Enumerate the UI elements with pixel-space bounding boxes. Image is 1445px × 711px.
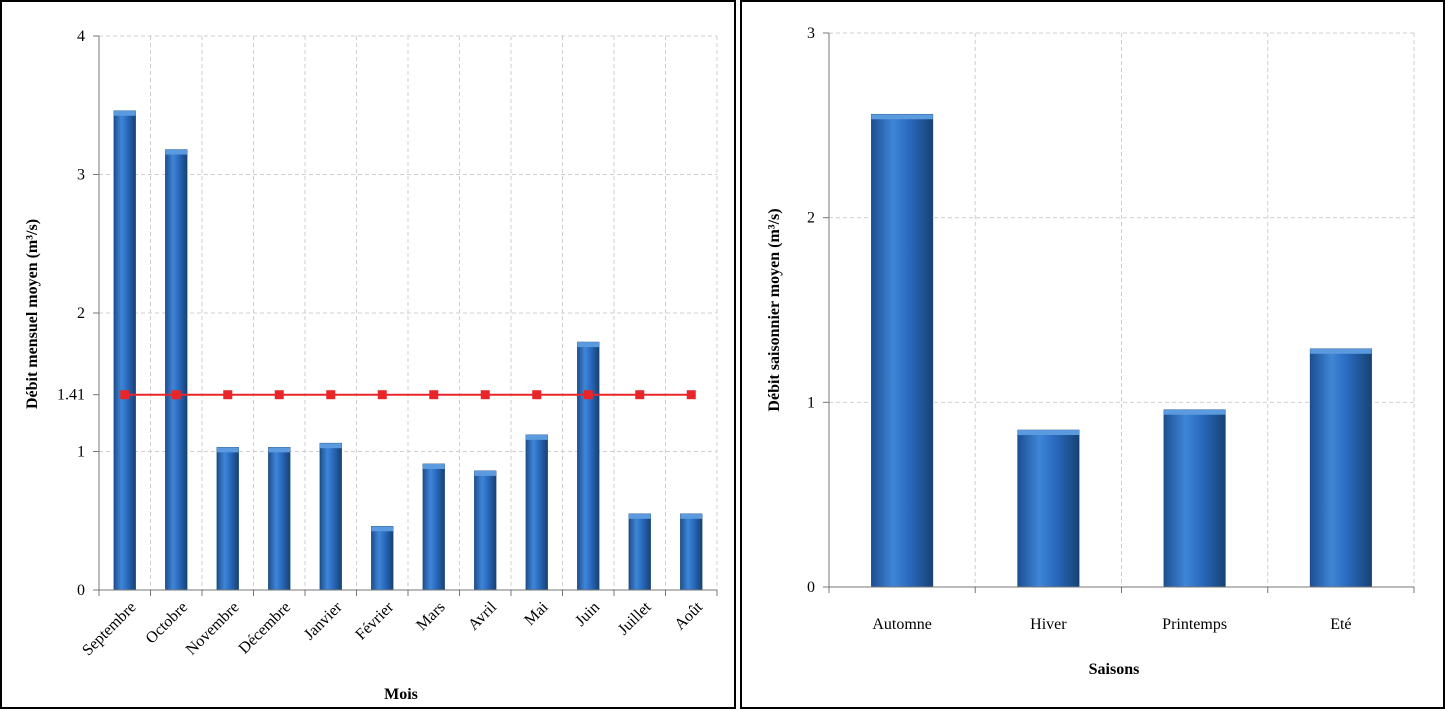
- x-tick-label: Eté: [1330, 616, 1351, 633]
- x-tick-label: Septembre: [79, 599, 139, 659]
- x-tick-label: Janvier: [301, 598, 346, 643]
- y-tick-label: 1: [807, 394, 815, 411]
- x-tick-label: Août: [671, 598, 706, 633]
- bar-body: [371, 525, 394, 591]
- bar-septembre: [113, 110, 136, 591]
- bar-top-highlight: [577, 342, 600, 348]
- bar-body: [871, 113, 934, 588]
- bar-décembre: [268, 447, 291, 591]
- bar-top-highlight: [525, 434, 548, 440]
- x-tick-label: Avril: [465, 598, 500, 633]
- mean-marker: [583, 390, 593, 400]
- bar-avril: [474, 470, 497, 591]
- x-tick-label: Juin: [572, 599, 603, 630]
- bar-novembre: [216, 447, 239, 591]
- bar-mai: [525, 434, 548, 591]
- bar-body: [1309, 348, 1372, 588]
- bar-top-highlight: [319, 443, 342, 449]
- y-tick-label: 2: [77, 305, 85, 322]
- y-tick-label: 3: [807, 25, 815, 42]
- y-tick-label: 1: [77, 444, 85, 461]
- bar-body: [268, 447, 291, 591]
- bar-février: [371, 525, 394, 591]
- y-tick-label: 0: [77, 582, 85, 599]
- x-tick-label: Juillet: [615, 598, 655, 638]
- bar-printemps: [1163, 409, 1226, 588]
- mean-marker: [326, 390, 336, 400]
- monthly-chart-panel: 0 1 1.41 2 3 4 Septembre Octobre Novembre Décembr…: [0, 0, 736, 709]
- bar-top-highlight: [474, 470, 497, 476]
- bar-hiver: [1017, 429, 1080, 588]
- mean-marker: [377, 390, 387, 400]
- bar-juillet: [628, 513, 651, 591]
- seasonal-chart-panel: 0 1 2 3 Automne Hiver Printemps Eté Saisons Déb…: [740, 0, 1445, 709]
- mean-marker: [171, 390, 181, 400]
- y-tick-label: 0: [807, 579, 815, 596]
- bar-top-highlight: [113, 110, 136, 116]
- x-tick-label: Automne: [872, 616, 932, 633]
- x-tick-label: Mai: [521, 598, 552, 629]
- bar-eté: [1309, 348, 1372, 588]
- y-axis-title: Débit saisonnier moyen (m³/s): [766, 208, 783, 411]
- panel-divider: [736, 0, 740, 711]
- bar-body: [577, 341, 600, 591]
- x-tick-label: Décembre: [236, 599, 295, 658]
- bar-body: [1017, 429, 1080, 588]
- mean-marker: [532, 390, 542, 400]
- bar-octobre: [165, 149, 188, 591]
- bar-top-highlight: [628, 513, 651, 519]
- bar-mars: [422, 463, 445, 591]
- bar-top-highlight: [165, 149, 188, 155]
- mean-marker: [686, 390, 696, 400]
- x-tick-label: Hiver: [1030, 616, 1067, 633]
- mean-marker: [223, 390, 233, 400]
- bar-body: [113, 110, 136, 591]
- seasonal-discharge-chart: 0 1 2 3 Automne Hiver Printemps Eté Saisons Déb…: [766, 25, 1415, 678]
- bar-body: [422, 463, 445, 591]
- x-tick-label: Printemps: [1162, 616, 1227, 633]
- bar-top-highlight: [871, 114, 933, 120]
- mean-marker: [480, 390, 490, 400]
- bar-top-highlight: [422, 463, 445, 469]
- y-tick-label: 4: [77, 28, 85, 45]
- y-axis-title: Débit mensuel moyen (m³/s): [24, 219, 41, 409]
- bar-top-highlight: [1017, 430, 1080, 436]
- mean-marker: [635, 390, 645, 400]
- bar-top-highlight: [1163, 409, 1226, 415]
- x-tick-label: Octobre: [143, 599, 191, 647]
- bar-top-highlight: [268, 447, 291, 453]
- y-tick-label: 3: [77, 167, 85, 184]
- bar-body: [474, 470, 497, 591]
- bar-body: [680, 513, 703, 591]
- bar-body: [216, 447, 239, 591]
- bar-top-highlight: [680, 513, 703, 519]
- bar-top-highlight: [371, 526, 394, 532]
- mean-marker: [120, 390, 130, 400]
- x-axis-title: Mois: [384, 686, 418, 703]
- x-tick-label: Mars: [413, 599, 448, 634]
- bar-juin: [577, 341, 600, 591]
- bar-body: [319, 442, 342, 591]
- bar-août: [680, 513, 703, 591]
- y-tick-label: 1.41: [57, 387, 85, 404]
- y-tick-label: 2: [807, 210, 815, 227]
- bar-automne: [871, 113, 934, 588]
- bar-body: [628, 513, 651, 591]
- bar-janvier: [319, 442, 342, 591]
- bar-body: [525, 434, 548, 591]
- bar-top-highlight: [216, 447, 239, 453]
- bar-top-highlight: [1310, 348, 1372, 354]
- x-axis-title: Saisons: [1089, 661, 1140, 678]
- x-tick-label: Novembre: [183, 599, 243, 659]
- mean-marker: [274, 390, 284, 400]
- bar-body: [165, 149, 188, 591]
- mean-marker: [429, 390, 439, 400]
- x-tick-label: Février: [352, 598, 397, 643]
- bar-body: [1163, 409, 1226, 588]
- monthly-discharge-chart: 0 1 1.41 2 3 4 Septembre OctobreNovembreDécembr…: [24, 28, 718, 703]
